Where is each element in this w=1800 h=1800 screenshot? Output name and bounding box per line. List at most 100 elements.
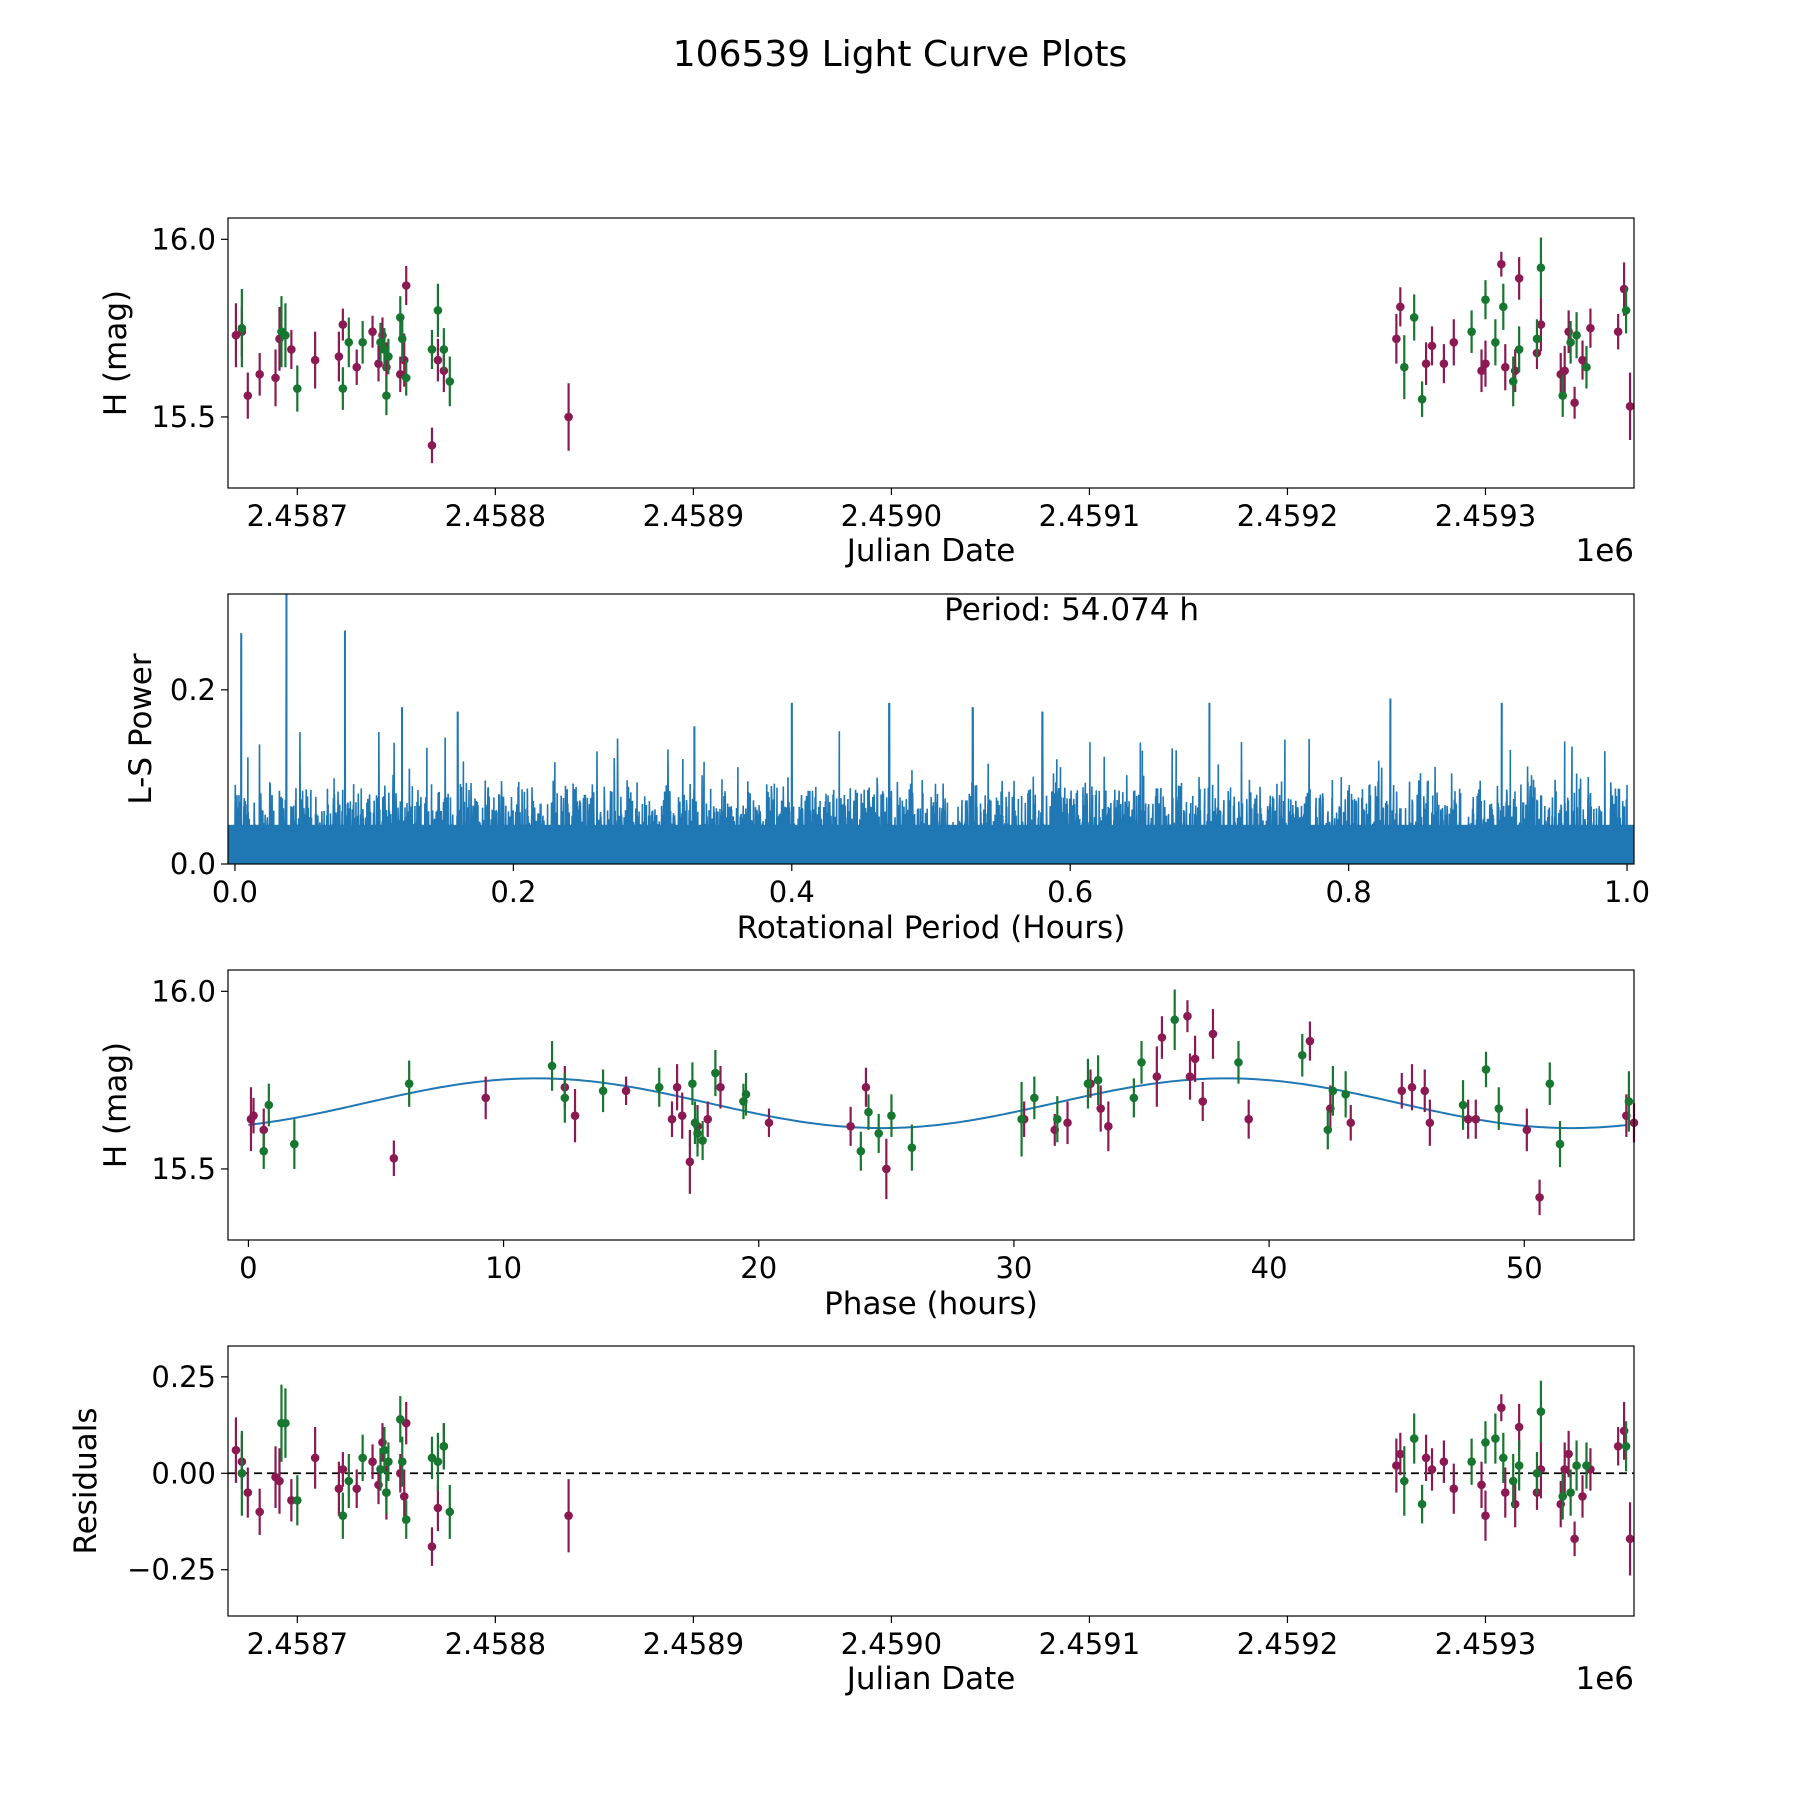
green-data-point: [1582, 362, 1591, 372]
green-data-point: [439, 345, 449, 354]
green-data-point: [237, 323, 247, 333]
maroon-data-point: [1625, 401, 1635, 411]
maroon-data-point: [1157, 1033, 1167, 1042]
green-data-point: [698, 1136, 707, 1145]
green-data-point: [338, 1511, 348, 1521]
periodogram-marks: [228, 594, 1634, 864]
green-data-point: [290, 1139, 299, 1149]
green-data-point: [281, 330, 290, 340]
maroon-data-point: [1570, 1534, 1579, 1544]
phased-y-label: H (mag): [98, 1042, 134, 1168]
maroon-data-point: [1449, 338, 1459, 347]
x-tick-label: 2.4592: [1237, 1627, 1338, 1661]
maroon-data-point: [231, 1445, 241, 1455]
maroon-data-point: [1420, 1086, 1430, 1096]
maroon-data-point: [427, 1542, 437, 1551]
green-data-point: [1458, 1100, 1468, 1110]
green-data-point: [445, 377, 455, 386]
green-data-point: [382, 1488, 391, 1497]
maroon-data-point: [1560, 1465, 1569, 1474]
maroon-data-point: [846, 1122, 855, 1131]
green-data-point: [1129, 1093, 1139, 1103]
maroon-data-point: [570, 1111, 580, 1120]
green-data-point: [1621, 1441, 1631, 1451]
green-data-point: [1514, 345, 1524, 354]
maroon-data-point: [433, 1503, 443, 1513]
maroon-data-point: [287, 1495, 296, 1505]
maroon-data-point: [882, 1164, 891, 1174]
y-tick-label: 15.5: [151, 400, 216, 434]
green-data-point: [404, 1079, 414, 1088]
green-data-point: [433, 1457, 443, 1467]
y-tick-label: 0.25: [151, 1360, 216, 1394]
green-data-point: [1017, 1114, 1026, 1124]
green-data-point: [1621, 306, 1631, 315]
maroon-data-point: [1397, 1086, 1407, 1096]
maroon-data-point: [1421, 359, 1431, 368]
residuals-x-offset-label: 1e6: [1575, 1661, 1634, 1697]
phased-panel: 0 10 20 30 40 50 15.5 16.0 Phase (hours) H (ma…: [98, 969, 1639, 1322]
green-data-point: [1545, 1079, 1555, 1088]
maroon-data-point: [1198, 1097, 1208, 1106]
maroon-data-point: [1449, 1484, 1459, 1494]
maroon-data-point: [368, 1457, 377, 1467]
maroon-data-point: [1190, 1054, 1200, 1064]
maroon-data-point: [1500, 362, 1510, 372]
x-tick-label: 10: [485, 1251, 522, 1285]
green-data-point: [395, 1414, 405, 1424]
green-data-point: [1467, 327, 1476, 336]
residuals-x-ticks: 2.4587 2.4588 2.4589 2.4590 2.4591 2.4592 2.45…: [247, 1616, 1536, 1661]
maroon-data-point: [861, 1082, 871, 1092]
maroon-data-point: [667, 1114, 677, 1124]
green-data-point: [856, 1146, 866, 1156]
phased-axes-frame: [227, 969, 1635, 1241]
green-data-point: [1409, 313, 1419, 322]
periodogram-x-label: Rotational Period (Hours): [737, 910, 1126, 946]
phased-y-ticks: 15.5 16.0: [151, 974, 228, 1186]
green-data-point: [1494, 1104, 1504, 1113]
maroon-data-point: [1578, 355, 1587, 365]
green-data-point: [380, 345, 389, 354]
maroon-data-point: [1104, 1122, 1113, 1131]
green-data-point: [1582, 1461, 1591, 1470]
maroon-data-point: [1407, 1082, 1417, 1092]
maroon-data-point: [1183, 1011, 1192, 1021]
maroon-data-point: [368, 327, 377, 336]
maroon-data-point: [716, 1082, 725, 1092]
green-data-point: [237, 1468, 247, 1478]
green-data-point: [1508, 377, 1518, 386]
maroon-data-point: [1305, 1036, 1315, 1046]
green-data-point: [1234, 1058, 1243, 1067]
x-tick-label: 2.4593: [1435, 499, 1536, 533]
green-data-point: [264, 1100, 274, 1110]
periodogram-x-ticks: 0.0 0.2 0.4 0.6 0.8 1.0: [212, 864, 1650, 909]
green-data-point: [384, 1457, 393, 1467]
maroon-data-point: [1578, 1492, 1587, 1501]
green-data-point: [1481, 1438, 1490, 1447]
green-data-point: [688, 1079, 697, 1088]
green-data-point: [397, 334, 407, 344]
x-tick-label: 2.4591: [1039, 499, 1140, 533]
green-data-point: [380, 1445, 389, 1455]
green-data-point: [1409, 1434, 1419, 1443]
green-data-point: [1499, 302, 1508, 312]
green-data-point: [654, 1082, 664, 1092]
green-data-point: [338, 384, 348, 393]
green-data-point: [907, 1143, 917, 1152]
maroon-data-point: [427, 441, 437, 450]
x-tick-label: 2.4588: [445, 499, 546, 533]
green-data-point: [1572, 1461, 1581, 1470]
green-data-point: [1566, 338, 1575, 347]
maroon-data-point: [287, 345, 296, 354]
green-data-point: [1555, 1139, 1565, 1149]
maroon-data-point: [564, 412, 573, 422]
maroon-data-point: [1346, 1118, 1356, 1128]
x-tick-label: 0.6: [1047, 875, 1093, 909]
maroon-data-point: [1570, 398, 1579, 408]
green-data-point: [1030, 1093, 1039, 1103]
x-tick-label: 0: [239, 1251, 257, 1285]
periodogram-axes-frame: [227, 593, 1635, 865]
maroon-data-point: [352, 1484, 362, 1494]
green-data-point: [281, 1418, 290, 1428]
lightcurve-x-label: Julian Date: [845, 533, 1016, 569]
